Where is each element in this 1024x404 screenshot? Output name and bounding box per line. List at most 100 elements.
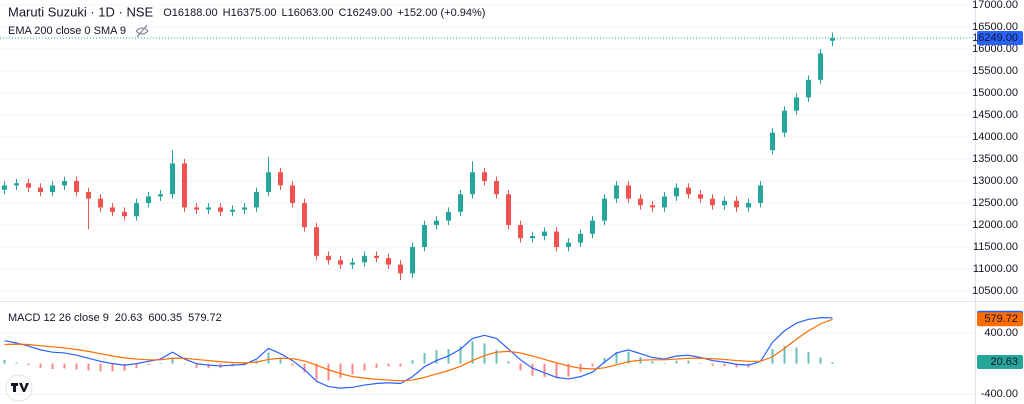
- price-change: +152.00 (+0.94%): [397, 7, 485, 19]
- candle-body: [158, 194, 163, 197]
- ohlc-prefix: O: [163, 7, 172, 19]
- candle-body: [770, 132, 775, 151]
- candle-body: [650, 205, 655, 208]
- histogram-bar: [423, 352, 426, 364]
- histogram-bar: [135, 363, 138, 369]
- y-tick-label: 400.00: [984, 327, 1018, 339]
- candle-body: [566, 242, 571, 248]
- candle-body: [422, 225, 427, 248]
- candle-body: [74, 181, 79, 193]
- chart-title: Maruti Suzuki · 1D · NSE: [8, 4, 154, 19]
- candle-body: [506, 194, 511, 226]
- y-tick-label: 17000.00: [972, 0, 1018, 11]
- candle-body: [242, 207, 247, 210]
- candle-body: [698, 194, 703, 199]
- histogram-bar: [27, 363, 30, 366]
- histogram-bar: [363, 363, 366, 371]
- y-tick-label: -400.00: [981, 388, 1018, 400]
- histogram-bar: [99, 363, 102, 372]
- macd-legend-value: 579.72: [188, 312, 222, 324]
- histogram-bar: [651, 361, 654, 364]
- visibility-icon: [135, 24, 149, 38]
- candle-body: [62, 181, 67, 186]
- candle-body: [602, 198, 607, 221]
- ohlc-value: 16063.00: [288, 7, 334, 19]
- histogram-bar: [483, 343, 486, 364]
- y-tick-label: 15500.00: [972, 65, 1018, 77]
- candle-body: [254, 192, 259, 208]
- histogram-bar: [459, 346, 462, 364]
- histogram-bar: [399, 363, 402, 367]
- histogram-bar: [627, 351, 630, 364]
- ohlc-prefix: C: [339, 7, 347, 19]
- candle-body: [86, 192, 91, 199]
- candle-body: [578, 233, 583, 243]
- price-badge: [977, 312, 1023, 327]
- candle-body: [818, 53, 823, 80]
- candle-body: [722, 200, 727, 206]
- candle-body: [614, 185, 619, 199]
- candle-body: [434, 220, 439, 226]
- price-badge: [977, 355, 1023, 370]
- candle-body: [278, 172, 283, 186]
- candle-body: [314, 227, 319, 256]
- histogram-bar: [339, 363, 342, 379]
- histogram-bar: [51, 363, 54, 369]
- y-tick-label: 14500.00: [972, 109, 1018, 121]
- candle-body: [338, 260, 343, 265]
- candle-body: [374, 255, 379, 259]
- y-tick-label: 13000.00: [972, 175, 1018, 187]
- histogram-bar: [375, 363, 378, 368]
- logo: [5, 374, 33, 402]
- histogram-bar: [555, 363, 558, 379]
- indicator-label: EMA 200 close 0 SMA 9: [8, 25, 126, 37]
- candle-body: [26, 183, 31, 188]
- histogram-bar: [327, 363, 330, 381]
- candle-body: [446, 211, 451, 221]
- histogram-bar: [507, 361, 510, 364]
- candle-body: [206, 207, 211, 210]
- candle-body: [218, 207, 223, 212]
- histogram-bar: [591, 363, 594, 367]
- histogram-bar: [87, 363, 90, 371]
- histogram-bar: [795, 347, 798, 364]
- candle-body: [170, 163, 175, 195]
- price-badge-label: 579.72: [984, 313, 1018, 325]
- candle-body: [794, 97, 799, 111]
- price-badge-label: 20.63: [990, 356, 1018, 368]
- histogram-bar: [159, 362, 162, 364]
- histogram-bar: [279, 359, 282, 364]
- macd-line: [4, 318, 833, 382]
- histogram-bar: [183, 363, 186, 365]
- ohlc-prefix: L: [282, 7, 288, 19]
- y-tick-label: 16500.00: [972, 21, 1018, 33]
- candle-body: [518, 225, 523, 239]
- candle-body: [710, 198, 715, 206]
- histogram-bar: [207, 363, 210, 369]
- candle-body: [134, 203, 139, 217]
- histogram-bar: [687, 360, 690, 364]
- candle-body: [542, 231, 547, 237]
- y-tick-label: 15000.00: [972, 87, 1018, 99]
- histogram-bar: [495, 349, 498, 364]
- candle-body: [386, 258, 391, 265]
- candle-body: [110, 207, 115, 212]
- histogram-bar: [15, 362, 18, 364]
- candle-body: [674, 187, 679, 197]
- candle-body: [470, 172, 475, 195]
- histogram-bar: [291, 363, 294, 366]
- histogram-bar: [663, 362, 666, 364]
- histogram-bar: [267, 352, 270, 364]
- candle-body: [494, 181, 499, 195]
- histogram-bar: [171, 357, 174, 364]
- candle-body: [14, 183, 19, 186]
- histogram-bar: [735, 363, 738, 368]
- candle-body: [662, 196, 667, 208]
- histogram-bar: [711, 363, 714, 366]
- histogram-bar: [519, 363, 522, 371]
- histogram-bar: [831, 362, 834, 364]
- y-tick-label: 11500.00: [973, 241, 1018, 253]
- y-tick-label: 14000.00: [972, 131, 1018, 143]
